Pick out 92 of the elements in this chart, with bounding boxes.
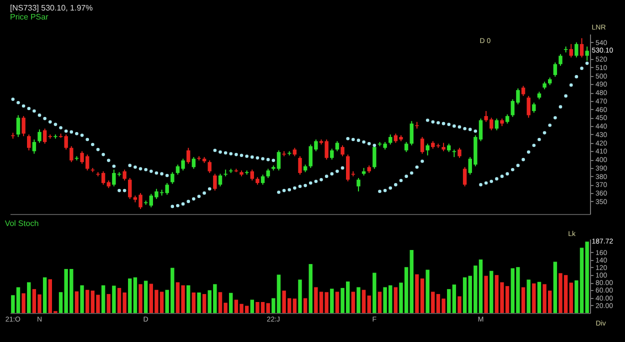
bar — [27, 282, 31, 313]
candlestick — [208, 160, 212, 174]
candlestick — [22, 116, 26, 137]
candlestick — [330, 148, 334, 160]
candlestick — [494, 118, 499, 131]
bar — [112, 286, 116, 313]
candlestick — [569, 44, 573, 58]
bar — [521, 287, 526, 313]
candlestick — [346, 154, 350, 182]
candlestick — [32, 138, 36, 154]
candlestick — [213, 173, 217, 192]
bar — [351, 292, 356, 313]
bar — [372, 272, 376, 313]
bar — [378, 292, 382, 313]
bar — [490, 270, 494, 313]
candlestick — [426, 143, 430, 156]
bar — [128, 278, 132, 313]
candlestick — [521, 85, 526, 96]
candlestick — [410, 120, 414, 146]
chart-title: Vol Stoch — [4, 218, 39, 228]
bar — [303, 298, 308, 313]
chart-subtitle: Price PSar — [10, 12, 49, 22]
bar — [22, 293, 26, 313]
candlestick — [585, 46, 589, 62]
candlestick — [266, 168, 270, 178]
bar — [138, 284, 142, 313]
bar — [553, 262, 558, 313]
bar — [250, 300, 254, 313]
candlestick — [218, 173, 222, 187]
candlestick — [42, 128, 47, 144]
bar — [85, 290, 90, 313]
bar — [452, 284, 456, 313]
candlestick — [128, 178, 132, 200]
candlestick — [340, 144, 344, 157]
bar — [197, 292, 201, 313]
bar — [229, 292, 233, 313]
candlestick — [526, 95, 530, 118]
candlestick — [250, 169, 254, 182]
candlestick — [388, 134, 392, 146]
candlestick — [558, 54, 562, 66]
candlestick — [298, 156, 302, 176]
candlestick — [70, 146, 74, 163]
candlestick — [186, 147, 190, 164]
bar — [106, 294, 110, 313]
bar — [330, 288, 334, 313]
bar — [80, 285, 84, 313]
bar — [462, 277, 467, 313]
candlestick — [260, 174, 265, 186]
candlestick — [404, 142, 408, 153]
bar — [335, 292, 340, 313]
bar — [458, 296, 462, 313]
bar — [426, 270, 430, 313]
candlestick — [532, 102, 536, 114]
bar — [42, 277, 47, 313]
bar — [569, 282, 573, 313]
chart-title: [NS733] 530.10, 1.97% — [10, 4, 93, 13]
bar — [133, 277, 138, 313]
bar — [362, 290, 366, 313]
candlestick — [192, 156, 196, 170]
candlestick — [38, 128, 42, 144]
candlestick — [505, 114, 510, 124]
candlestick — [372, 144, 376, 170]
candlestick — [462, 166, 467, 187]
bar — [484, 276, 488, 313]
candlestick — [574, 42, 578, 58]
bar — [308, 264, 312, 313]
bar — [446, 289, 451, 313]
bar — [292, 298, 297, 313]
bar — [101, 285, 106, 313]
bar — [202, 294, 206, 313]
bar — [192, 292, 196, 313]
bar — [537, 282, 542, 313]
candlestick — [335, 140, 340, 152]
candlestick — [553, 62, 558, 78]
bar — [526, 280, 530, 313]
bar — [410, 250, 414, 313]
bar — [144, 280, 148, 313]
candlestick — [420, 136, 424, 154]
bar — [367, 296, 371, 313]
bar — [74, 291, 79, 313]
candlestick — [16, 114, 20, 138]
candlestick — [458, 147, 462, 158]
candlestick — [356, 178, 360, 192]
candlestick — [170, 172, 174, 184]
candlestick — [580, 38, 584, 58]
bar — [298, 280, 302, 313]
bar — [532, 283, 536, 313]
candlestick — [122, 169, 126, 182]
candlestick — [27, 134, 31, 151]
bar — [394, 287, 398, 313]
bar — [356, 287, 360, 313]
bar — [186, 285, 190, 313]
